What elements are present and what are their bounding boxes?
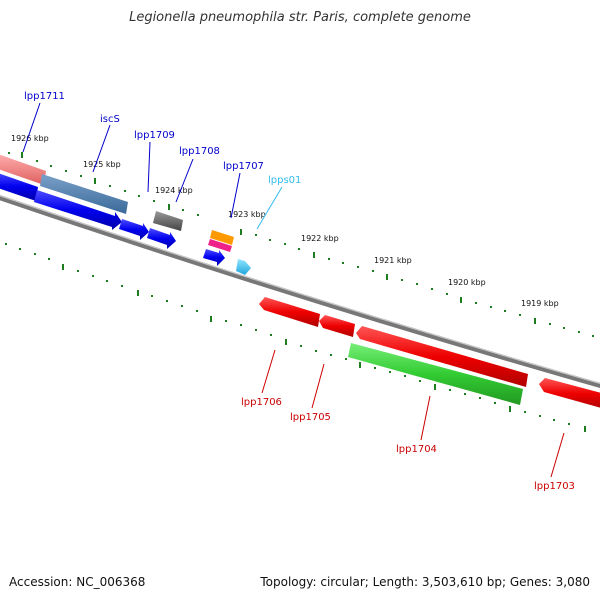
gene-lpp1704-strand[interactable] — [356, 326, 528, 387]
gene-lpp1711[interactable] — [0, 172, 38, 201]
genome-backbone-highlight — [0, 195, 600, 385]
gene-leader-lines — [22, 102, 565, 478]
gene-iscS[interactable] — [34, 190, 122, 230]
gene-label-lpp1705[interactable]: lpp1705 — [290, 412, 331, 423]
kbp-label-1921: 1921 kbp — [374, 256, 412, 265]
gene-lpp1706[interactable] — [259, 297, 320, 327]
gene-lpp1708-outer[interactable] — [153, 211, 183, 231]
feature-lpp1707-outer[interactable] — [210, 230, 234, 245]
feature-lpp1707-outer-2[interactable] — [208, 239, 232, 252]
gene-label-lpp1704[interactable]: lpp1704 — [396, 444, 437, 455]
kbp-label-1920: 1920 kbp — [448, 278, 486, 287]
outer-tick-ring — [8, 152, 594, 337]
gene-lpp1708[interactable] — [147, 228, 176, 249]
gene-label-lpp1711[interactable]: lpp1711 — [24, 91, 65, 102]
kbp-label-1923: 1923 kbp — [228, 210, 266, 219]
gene-label-lpps01[interactable]: lpps01 — [268, 175, 301, 186]
kbp-label-1924: 1924 kbp — [155, 186, 193, 195]
gene-label-lpp1706[interactable]: lpp1706 — [241, 397, 282, 408]
gene-label-lpp1708[interactable]: lpp1708 — [179, 146, 220, 157]
accession-text: Accession: NC_006368 — [9, 575, 146, 589]
genome-backbone — [0, 195, 600, 389]
kbp-label-1925: 1925 kbp — [83, 160, 121, 169]
feature-iscS-outer[interactable] — [40, 174, 128, 214]
gene-lpp1709[interactable] — [119, 219, 149, 240]
gene-lpp1704[interactable] — [348, 343, 523, 405]
topology-text: Topology: circular; Length: 3,503,610 bp… — [260, 575, 590, 589]
kbp-label-1922: 1922 kbp — [301, 234, 339, 243]
rna-lpps01[interactable] — [236, 259, 251, 275]
gene-lpp1703[interactable] — [539, 378, 600, 409]
gene-lpp1705[interactable] — [319, 315, 355, 337]
gene-label-iscS[interactable]: iscS — [100, 114, 120, 125]
gene-label-lpp1703[interactable]: lpp1703 — [534, 481, 575, 492]
kbp-label-1926: 1926 kbp — [11, 134, 49, 143]
map-title: Legionella pneumophila str. Paris, compl… — [129, 10, 471, 25]
gene-lpp1707[interactable] — [203, 249, 225, 266]
gene-label-lpp1707[interactable]: lpp1707 — [223, 161, 264, 172]
kbp-label-1919: 1919 kbp — [521, 299, 559, 308]
gene-label-lpp1709[interactable]: lpp1709 — [134, 130, 175, 141]
feature-lpp1711-outer[interactable] — [0, 153, 46, 185]
inner-tick-ring — [5, 243, 586, 432]
